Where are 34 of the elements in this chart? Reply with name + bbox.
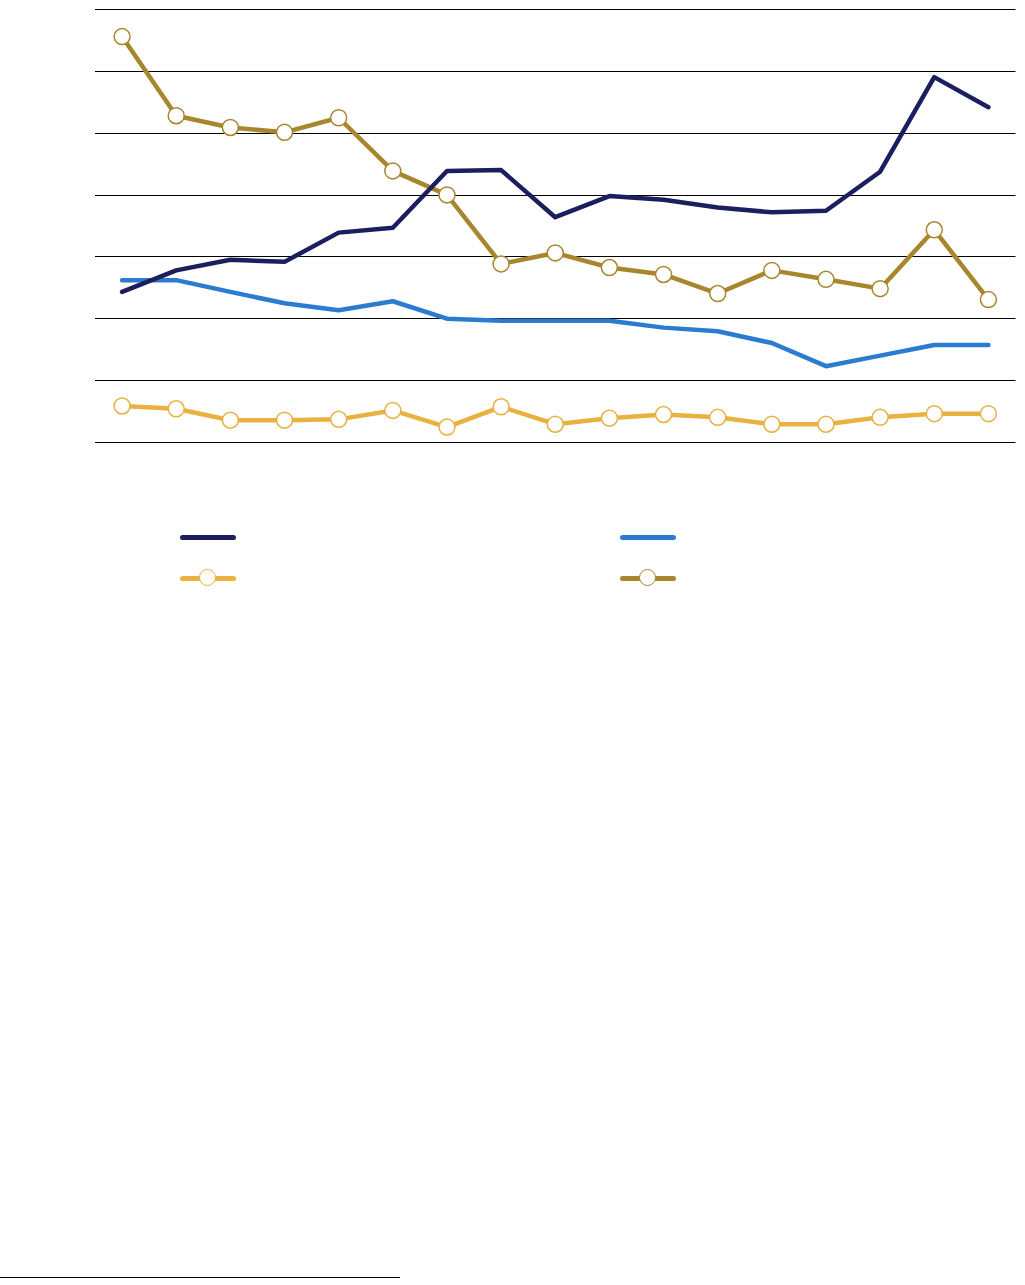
point bbox=[763, 415, 781, 433]
point bbox=[763, 261, 781, 280]
point bbox=[221, 411, 240, 429]
point bbox=[546, 244, 564, 262]
point bbox=[384, 401, 402, 420]
point bbox=[329, 410, 348, 429]
point bbox=[167, 400, 185, 418]
point bbox=[113, 397, 131, 415]
point bbox=[492, 255, 510, 273]
point bbox=[925, 221, 944, 239]
point bbox=[871, 408, 889, 427]
point bbox=[546, 415, 564, 433]
point bbox=[384, 162, 402, 180]
point bbox=[275, 411, 294, 429]
point bbox=[708, 408, 727, 427]
point bbox=[654, 265, 673, 284]
point bbox=[979, 290, 998, 309]
point bbox=[600, 258, 619, 277]
point bbox=[329, 109, 348, 127]
point bbox=[221, 118, 240, 137]
point bbox=[167, 106, 185, 125]
point bbox=[113, 27, 131, 46]
point bbox=[600, 409, 619, 427]
point bbox=[871, 279, 889, 298]
point bbox=[979, 404, 998, 423]
point bbox=[817, 415, 835, 433]
point bbox=[492, 398, 510, 416]
point bbox=[438, 186, 456, 204]
point bbox=[925, 404, 944, 423]
point bbox=[817, 270, 835, 289]
point bbox=[438, 418, 456, 436]
point bbox=[708, 284, 727, 303]
point bbox=[275, 123, 294, 142]
point bbox=[654, 405, 673, 424]
